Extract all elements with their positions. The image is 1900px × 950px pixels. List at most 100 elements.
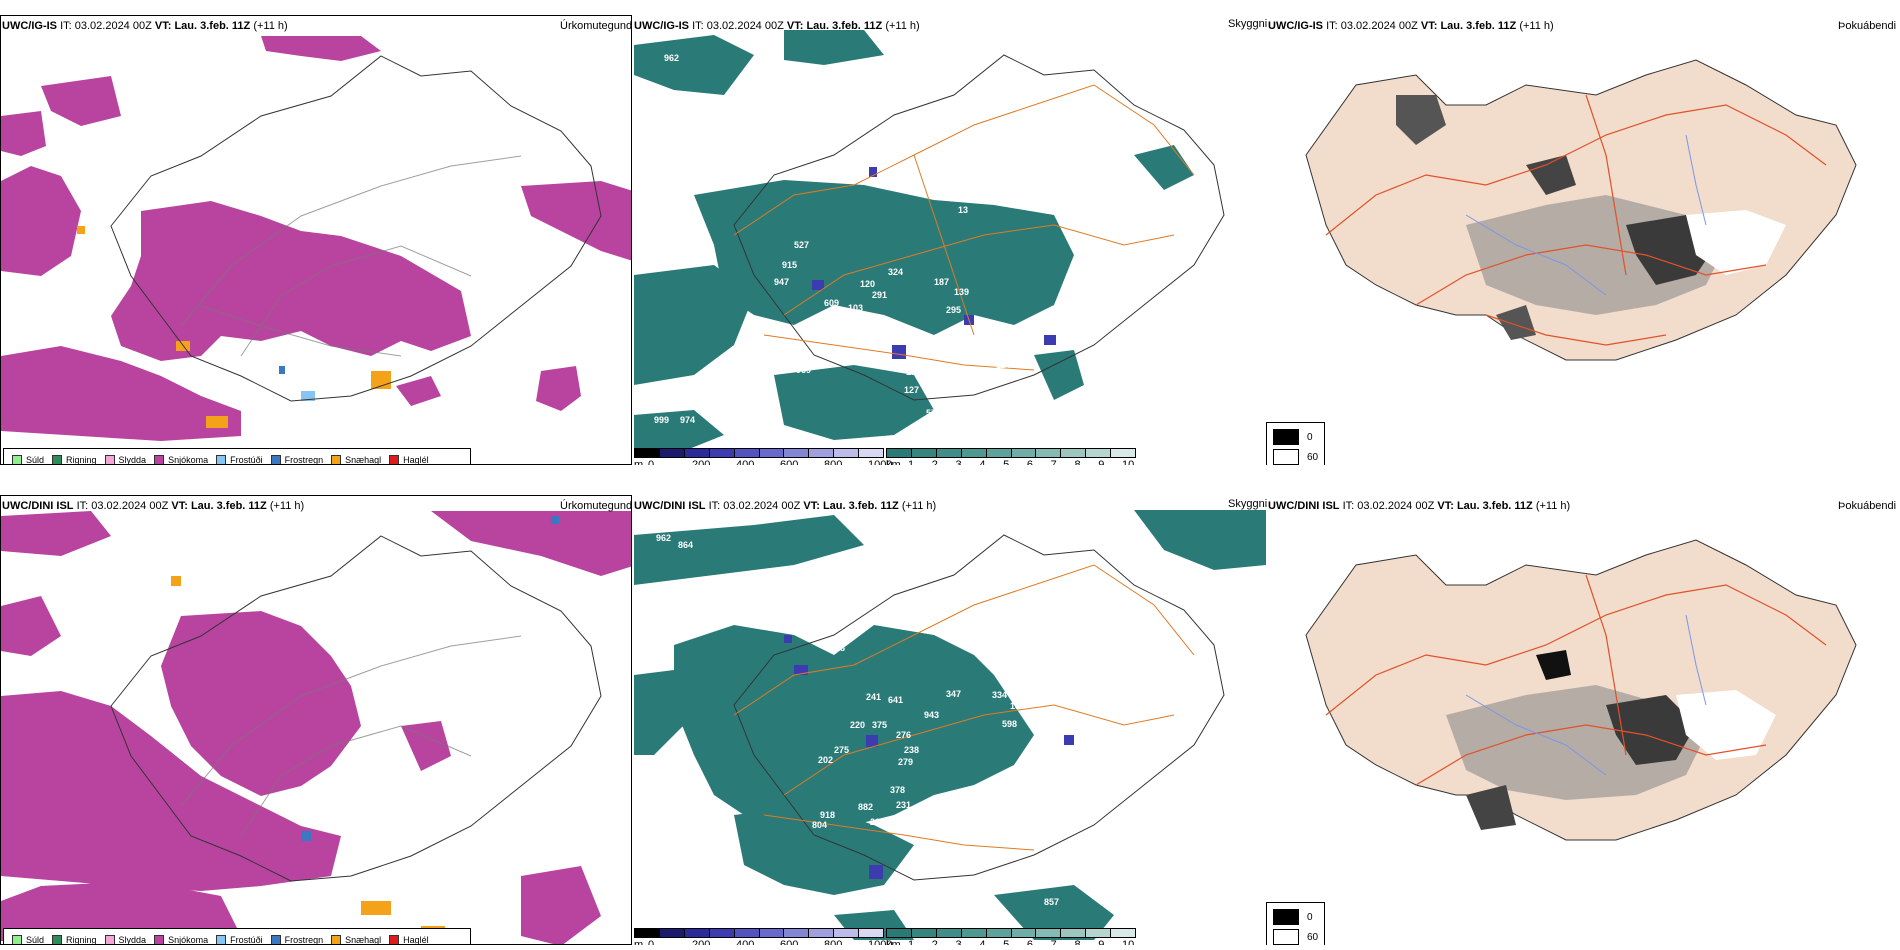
legend-item-súld: Súld	[12, 455, 44, 464]
panel-header: UWC/DINI ISL IT: 03.02.2024 00Z VT: Lau.…	[634, 500, 937, 512]
legend-swatch	[12, 935, 22, 944]
colorbar-tick: 5	[1003, 459, 1010, 465]
visibility-label: 641	[888, 695, 904, 705]
colorbar-tick: 800	[824, 939, 843, 945]
fog-swatch-60	[1273, 929, 1299, 945]
visibility-label: 13	[854, 583, 865, 593]
legend-swatch	[216, 455, 227, 464]
colorbar-cell	[1061, 449, 1087, 457]
legend-label: Slydda	[118, 455, 147, 465]
visibility-label: 295	[946, 305, 962, 315]
legend-swatch	[216, 935, 227, 944]
visibility-label: 65	[892, 821, 903, 831]
panel-title: Úrkomutegund	[560, 20, 633, 32]
panel-visibility-igis: 962 312 527 915 947 609 103 120 291 324 187 139 295 8…	[634, 15, 1266, 465]
legend-swatch	[331, 455, 342, 464]
visibility-label: 275	[834, 745, 850, 755]
colorbar-tick: 3	[955, 459, 962, 465]
visibility-label: 915	[782, 260, 798, 270]
visibility-label: 148	[1054, 752, 1070, 762]
legend-label: Snjókoma	[168, 455, 209, 465]
rivers	[1465, 614, 1707, 776]
colorbar-tick: 10	[1122, 459, 1135, 465]
panel-precip-type-dini: Súld Rigning Slydda Snjókoma Frostúði Frostre…	[0, 495, 632, 945]
colorbar-cell	[684, 929, 710, 937]
visibility-label: 962	[664, 53, 680, 63]
colorbar-cell	[887, 449, 912, 457]
visibility-label: 114	[996, 360, 1011, 370]
colorbar-unit: km	[886, 939, 901, 945]
visibility-label: 214	[870, 817, 886, 827]
colorbar-km: km 1 2 3 4 5 6 7 8 9 10	[886, 928, 1136, 945]
colorbar-unit: km	[886, 459, 901, 465]
colorbar-tick: 3	[955, 939, 962, 945]
colorbar-cell	[734, 929, 760, 937]
colorbar-tick: 400	[736, 939, 755, 945]
visibility-map	[634, 510, 1266, 940]
colorbar-cell	[1086, 929, 1112, 937]
legend-label: Rigning	[66, 455, 97, 465]
visibility-label: 974	[680, 415, 696, 425]
fog-map	[1305, 539, 1857, 841]
colorbar-cell	[659, 449, 685, 457]
visibility-label: 334	[992, 690, 1008, 700]
colorbar-cell	[784, 929, 810, 937]
colorbar-tick: 5	[1003, 939, 1010, 945]
colorbar-cell	[986, 449, 1012, 457]
colorbar-tick: 7	[1050, 459, 1057, 465]
colorbar-tick: 1	[908, 459, 915, 465]
colorbar-cell	[961, 449, 987, 457]
legend-item-haglél: Haglél	[389, 455, 429, 465]
fog-shades	[1446, 650, 1776, 830]
visibility-label: 291	[872, 290, 888, 300]
colorbar-tick: 2	[931, 939, 938, 945]
colorbar-cell	[809, 929, 835, 937]
legend-label: Snæhagl	[345, 455, 382, 465]
colorbar-cell	[734, 449, 760, 457]
legend-label: Snæhagl	[345, 935, 382, 945]
legend-item-súld: Súld	[12, 935, 44, 944]
legend-item-frostúði: Frostúði	[216, 455, 263, 465]
legend-label: Frostúði	[230, 455, 263, 465]
visibility-label: 324	[888, 267, 904, 277]
visibility-label: 378	[890, 785, 906, 795]
visibility-map	[634, 30, 1225, 455]
legend-item-frostúði: Frostúði	[216, 935, 263, 944]
legend-label: Haglél	[403, 455, 429, 465]
legend-item-frostregn: Frostregn	[270, 455, 323, 464]
visibility-label: 375	[872, 720, 888, 730]
iceland-outline	[733, 54, 1225, 401]
visibility-label: 804	[812, 820, 828, 830]
legend-label: Slydda	[118, 935, 147, 945]
visibility-label: 187	[934, 277, 950, 287]
fog-legend: 0 60	[1266, 422, 1325, 465]
legend-swatch	[104, 455, 115, 464]
colorbar-cell	[1061, 929, 1087, 937]
colorbar-cell	[784, 449, 810, 457]
visibility-label: 918	[820, 810, 836, 820]
legend-swatch	[104, 935, 115, 944]
legend-item-snjókoma: Snjókoma	[154, 935, 208, 944]
colorbar-cell	[635, 929, 660, 937]
colorbar-cell	[659, 929, 685, 937]
legend-label: Frostregn	[284, 935, 324, 945]
visibility-label: 527	[794, 240, 810, 250]
colorbar-cell	[1111, 929, 1136, 937]
visibility-label: 999	[654, 415, 670, 425]
visibility-label: 187	[906, 367, 922, 377]
fog-label-0: 0	[1307, 431, 1313, 443]
visibility-label: 276	[896, 730, 912, 740]
rivers	[1465, 134, 1707, 296]
visibility-label: 857	[1044, 897, 1060, 907]
panel-title: Skyggni	[1228, 498, 1268, 510]
colorbar-tick: 400	[736, 459, 755, 465]
colorbar-tick: 1	[908, 939, 915, 945]
colorbar-m: m 0 200 400 600 800 1000	[634, 928, 892, 945]
colorbar-tick: 2	[931, 459, 938, 465]
colorbar-tick: 7	[1050, 939, 1057, 945]
visibility-label: 598	[1002, 719, 1018, 729]
visibility-label: 138	[830, 643, 846, 653]
legend-item-snæhagl: Snæhagl	[331, 935, 382, 945]
colorbar-cell	[887, 929, 912, 937]
precip-type-legend: Súld Rigning Slydda Snjókoma Frostúði Frostre…	[3, 448, 471, 465]
